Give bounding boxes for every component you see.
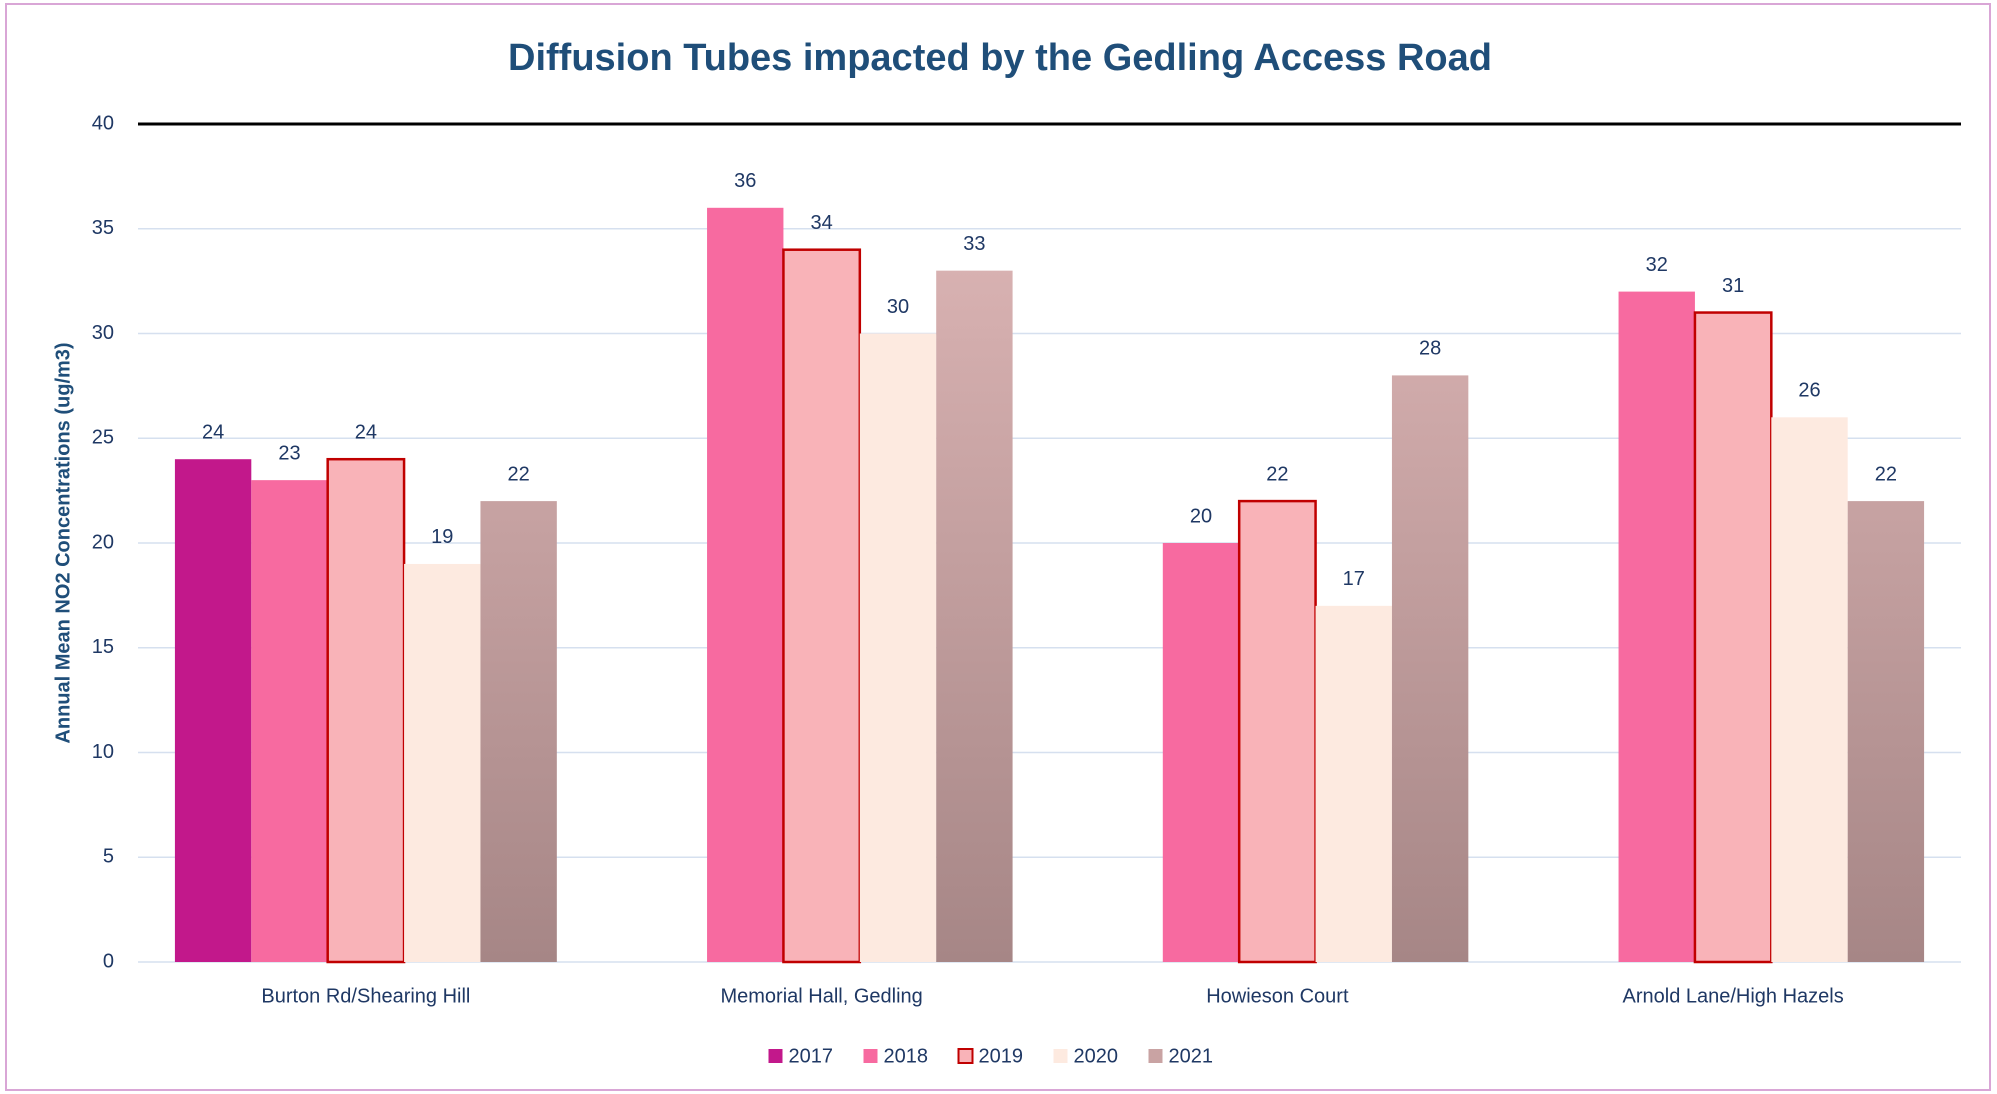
chart-title: Diffusion Tubes impacted by the Gedling … (508, 37, 1492, 79)
data-label: 19 (431, 526, 453, 548)
x-tick-label: Howieson Court (1206, 985, 1349, 1007)
legend-label: 2018 (884, 1045, 929, 1067)
data-label: 22 (1875, 463, 1897, 485)
bar (251, 480, 328, 962)
data-label: 33 (963, 233, 985, 255)
data-label: 23 (278, 442, 300, 464)
data-label: 17 (1343, 568, 1365, 590)
bar (707, 207, 784, 963)
bar (326, 457, 406, 964)
data-label: 31 (1722, 275, 1744, 297)
y-tick-label: 15 (92, 636, 114, 658)
data-label: 32 (1646, 254, 1668, 276)
bar (1693, 311, 1773, 964)
legend-swatch (768, 1049, 783, 1063)
data-label: 30 (887, 296, 909, 318)
legend-label: 2019 (979, 1045, 1024, 1067)
y-tick-label: 30 (92, 322, 114, 344)
legend-swatch (1053, 1049, 1068, 1063)
y-tick-label: 40 (92, 112, 114, 134)
bar (480, 501, 557, 962)
y-tick-label: 20 (92, 531, 114, 553)
data-label: 36 (734, 170, 756, 192)
data-label: 22 (508, 463, 530, 485)
bar (1391, 375, 1469, 962)
bar (1847, 501, 1925, 962)
bar (1618, 291, 1695, 963)
bar (1771, 417, 1848, 962)
x-tick-label: Arnold Lane/High Hazels (1623, 985, 1844, 1007)
x-tick-label: Burton Rd/Shearing Hill (261, 985, 470, 1007)
legend-swatch (863, 1049, 878, 1063)
bar (936, 270, 1013, 962)
y-tick-label: 5 (103, 846, 114, 868)
bar (1237, 499, 1317, 964)
data-label: 24 (355, 421, 377, 443)
data-label: 22 (1266, 463, 1288, 485)
y-tick-label: 35 (92, 217, 114, 239)
y-tick-label: 10 (92, 741, 114, 763)
legend-label: 2020 (1074, 1045, 1119, 1067)
bar (404, 563, 481, 962)
data-label: 20 (1190, 505, 1212, 527)
legend-label: 2017 (789, 1045, 834, 1067)
bar (1315, 605, 1392, 962)
x-tick-label: Memorial Hall, Gedling (720, 985, 922, 1007)
data-label: 28 (1419, 338, 1441, 360)
y-tick-label: 25 (92, 427, 114, 449)
bar (1162, 543, 1240, 962)
bar (174, 459, 252, 962)
y-axis-label: Annual Mean NO2 Concentrations (ug/m3) (52, 342, 74, 743)
bar (782, 248, 862, 964)
legend-label: 2021 (1169, 1045, 1214, 1067)
legend-swatch (1148, 1049, 1163, 1063)
data-label: 26 (1798, 380, 1820, 402)
data-label: 34 (811, 212, 833, 234)
data-label: 24 (202, 421, 224, 443)
bar (859, 333, 937, 962)
y-tick-label: 0 (103, 950, 114, 972)
legend-swatch (957, 1048, 974, 1064)
